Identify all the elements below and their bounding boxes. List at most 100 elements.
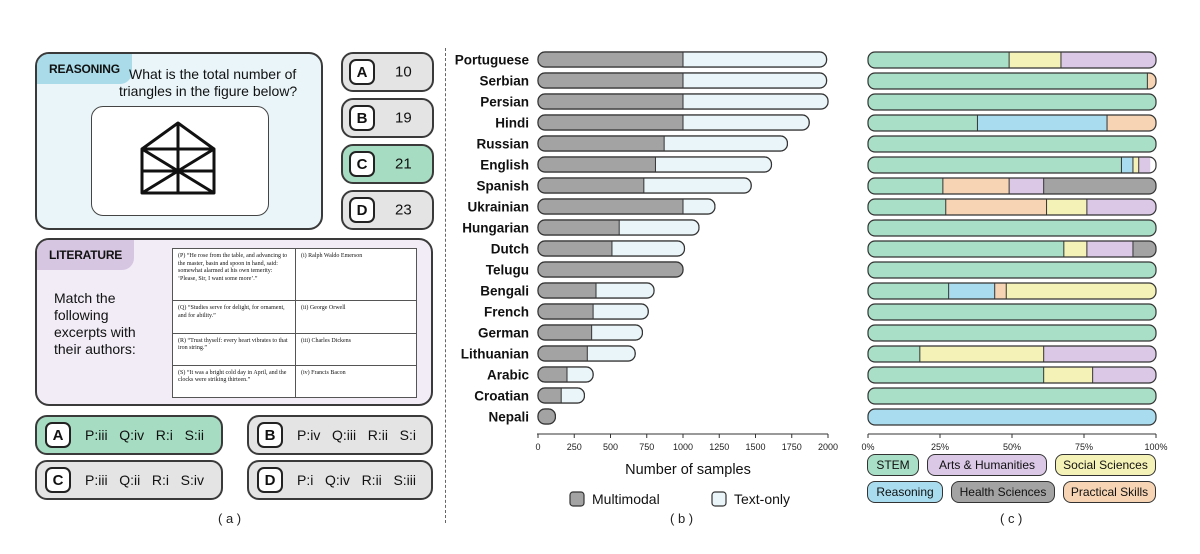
literature-option-a[interactable]: A P:iii Q:iv R:i S:ii [35, 415, 223, 455]
reasoning-card: REASONING What is the total number of tr… [35, 52, 323, 230]
literature-prompt-line: Match the [54, 290, 116, 306]
x-tick-label: 1000 [673, 442, 693, 452]
reasoning-figure-box [91, 106, 269, 216]
bar-border [537, 177, 752, 194]
bar-border [867, 408, 1157, 426]
segment-stem [868, 199, 946, 215]
legend-label: Text-only [734, 491, 790, 507]
bar-text-only [664, 136, 788, 151]
option-value: P:iii Q:ii R:i S:iv [85, 472, 205, 488]
reasoning-option-c[interactable]: C 21 [341, 144, 434, 184]
option-key: A [45, 422, 71, 448]
bar-multimodal [538, 115, 683, 130]
bar-multimodal [538, 283, 596, 298]
option-value: 21 [395, 155, 412, 173]
table-row: (Q) “Studies serve for delight, for orna… [172, 300, 417, 334]
bar-border [867, 303, 1157, 321]
x-tick-label: 2000 [818, 442, 838, 452]
segment-social-sciences [1046, 199, 1087, 215]
bar-border [867, 282, 1157, 300]
bar-border [537, 261, 684, 278]
reasoning-option-d[interactable]: D 23 [341, 190, 434, 230]
option-key: D [257, 467, 283, 493]
bar-border [867, 72, 1157, 90]
literature-prompt-line: following [54, 307, 109, 323]
category-label: Ukrainian [467, 200, 529, 215]
reasoning-option-a[interactable]: A 10 [341, 52, 434, 92]
bar-border [537, 324, 644, 341]
bar-text-only [683, 199, 715, 214]
segment-arts-humanities [1060, 52, 1156, 68]
bar-border [537, 366, 594, 383]
segment-stem [868, 283, 949, 299]
bar-border [867, 156, 1157, 174]
bar-text-only [567, 367, 594, 382]
option-value: 19 [395, 109, 412, 127]
segment-practical-skills [994, 283, 1007, 299]
segment-social-sciences [1063, 241, 1087, 257]
legend-label: Multimodal [592, 491, 660, 507]
table-row: (S) “It was a bright cold day in April, … [172, 364, 417, 399]
segment-arts-humanities [1009, 178, 1044, 194]
category-label: Croatian [474, 389, 529, 404]
bar-text-only [587, 346, 636, 361]
bar-border [867, 240, 1157, 258]
option-key: B [257, 422, 283, 448]
segment-arts-humanities [1086, 199, 1156, 215]
reasoning-question-line1: What is the total number of [129, 66, 297, 82]
reasoning-option-b[interactable]: B 19 [341, 98, 434, 138]
bar-text-only [683, 115, 810, 130]
bar-text-only [683, 94, 828, 109]
category-label: Arabic [487, 368, 530, 383]
bar-border [867, 198, 1157, 216]
x-tick-label: 500 [603, 442, 618, 452]
bar-text-only [643, 178, 752, 193]
category-label: Bengali [480, 284, 529, 299]
category-label: Russian [476, 137, 529, 152]
author-cell: (iv) Francis Bacon [295, 364, 417, 399]
legend-item-arts-humanities: Arts & Humanities [927, 454, 1047, 476]
bar-border [537, 72, 828, 89]
bar-multimodal [538, 367, 567, 382]
bar-border [867, 135, 1157, 153]
x-tick-label: 0% [861, 442, 874, 452]
segment-social-sciences [1132, 157, 1139, 173]
literature-option-b[interactable]: B P:iv Q:iii R:ii S:i [247, 415, 433, 455]
bar-multimodal [538, 178, 644, 193]
bar-border [537, 303, 649, 320]
bar-border [537, 135, 788, 152]
category-label: Dutch [491, 242, 529, 257]
option-value: P:iii Q:iv R:i S:ii [85, 427, 205, 443]
bar-border [867, 366, 1157, 384]
category-label: German [478, 326, 529, 341]
option-value: 23 [395, 201, 412, 219]
bar-border [867, 93, 1157, 111]
segment-stem [868, 178, 943, 194]
bar-border [537, 345, 636, 362]
bar-multimodal [538, 73, 683, 88]
bar-border [867, 387, 1157, 405]
segment-stem [868, 304, 1156, 320]
bar-border [867, 324, 1157, 342]
reasoning-question-line2: triangles in the figure below? [119, 83, 298, 99]
segment-stem [868, 262, 1156, 278]
category-label: French [484, 305, 529, 320]
bar-text-only [593, 304, 649, 319]
bar-multimodal [538, 52, 683, 67]
x-tick-label: 1750 [782, 442, 802, 452]
bar-multimodal [538, 94, 683, 109]
category-label: Lithuanian [461, 347, 529, 362]
segment-health-sciences [1043, 178, 1156, 194]
literature-option-c[interactable]: C P:iii Q:ii R:i S:iv [35, 460, 223, 500]
option-value: P:i Q:iv R:ii S:iii [297, 472, 417, 488]
option-key: C [349, 151, 375, 177]
bar-border [537, 198, 716, 215]
bar-multimodal [538, 220, 620, 235]
samples-bar-chart: Portuguese Serbian Persian Hindi Russian Engl… [455, 51, 838, 507]
author-cell: (iii) Charles Dickens [295, 332, 417, 366]
segment-stem [868, 346, 920, 362]
excerpt-cell: (R) “Trust thyself: every heart vibrates… [172, 332, 296, 366]
segment-arts-humanities [1092, 367, 1156, 383]
house-triangles-figure-icon [140, 121, 216, 195]
literature-option-d[interactable]: D P:i Q:iv R:ii S:iii [247, 460, 433, 500]
